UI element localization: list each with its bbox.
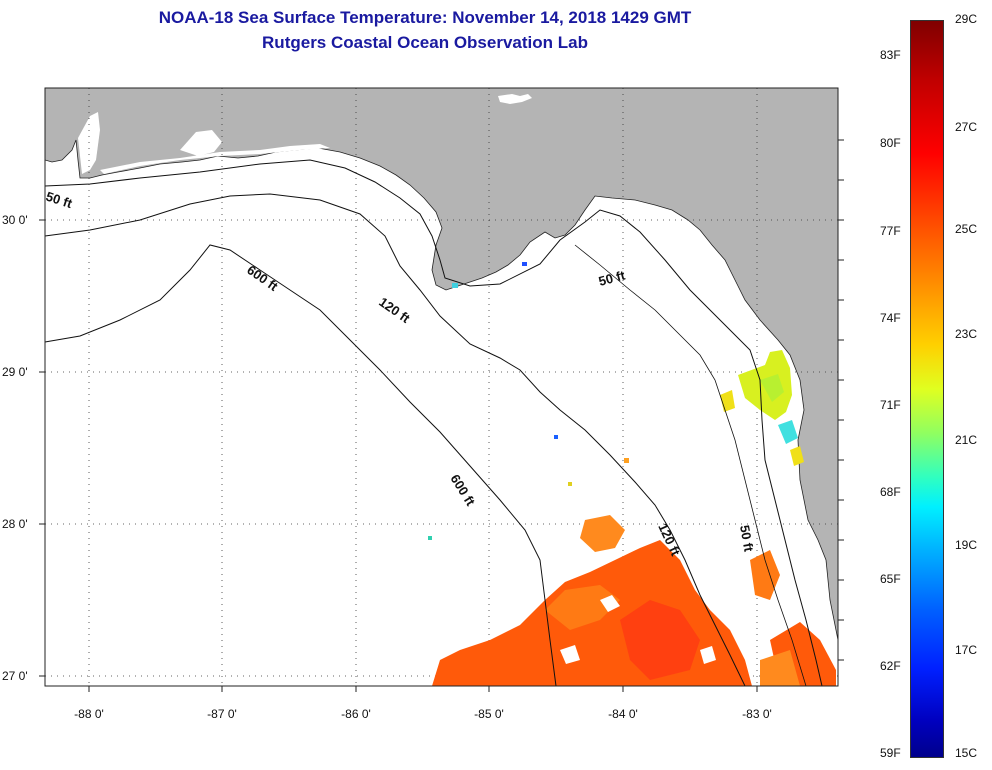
contour-coast-east <box>574 244 807 687</box>
sst-coastal-patch <box>428 262 804 540</box>
lon-label-87: -87 0' <box>207 707 237 721</box>
contour-label-50ft-south: 50 ft <box>737 524 757 554</box>
lat-label-27: 27 0' <box>2 669 28 683</box>
colorbar-c-27: 27C <box>955 120 978 134</box>
lon-label-84: -84 0' <box>608 707 638 721</box>
bay-inlet-2 <box>180 130 222 156</box>
lon-label-85: -85 0' <box>474 707 504 721</box>
lon-label-86: -86 0' <box>341 707 371 721</box>
colorbar-f-59: 59F <box>880 746 901 760</box>
contour-label-50ft-east: 50 ft <box>597 267 627 289</box>
temperature-colorbar <box>910 20 944 758</box>
colorbar-f-65: 65F <box>880 572 901 586</box>
lon-label-83: -83 0' <box>742 707 772 721</box>
land-mass <box>44 87 839 641</box>
lat-label-30: 30 0' <box>2 213 28 227</box>
colorbar-f-62: 62F <box>880 659 901 673</box>
colorbar-c-15: 15C <box>955 746 978 760</box>
inland-lake <box>498 94 532 104</box>
depth-contours <box>44 159 823 687</box>
colorbar-f-83: 83F <box>880 48 901 62</box>
colorbar-f-77: 77F <box>880 224 901 238</box>
contour-120ft <box>44 193 746 687</box>
contour-600ft <box>44 244 557 687</box>
lat-label-28: 28 0' <box>2 517 28 531</box>
sst-warm-region <box>432 515 836 686</box>
colorbar-c-21: 21C <box>955 433 978 447</box>
sst-map: 50 ft 600 ft 120 ft 50 ft 600 ft 120 ft … <box>2 87 844 721</box>
colorbar-c-25: 25C <box>955 222 978 236</box>
colorbar-f-74: 74F <box>880 311 901 325</box>
map-title: NOAA-18 Sea Surface Temperature: Novembe… <box>158 8 692 27</box>
colorbar-c-23: 23C <box>955 327 978 341</box>
tick-marks <box>39 139 844 692</box>
colorbar-f-80: 80F <box>880 136 901 150</box>
colorbar-f-68: 68F <box>880 485 901 499</box>
lat-label-29: 29 0' <box>2 365 28 379</box>
colorbar-c-17: 17C <box>955 643 978 657</box>
map-frame <box>44 87 839 687</box>
lon-label-88: -88 0' <box>74 707 104 721</box>
colorbar-c-19: 19C <box>955 538 978 552</box>
colorbar-c-29: 29C <box>955 12 978 26</box>
coastal-strip <box>100 144 330 174</box>
colorbar-f-71: 71F <box>880 398 901 412</box>
map-subtitle: Rutgers Coastal Ocean Observation Lab <box>262 33 588 52</box>
contour-50ft <box>44 159 823 687</box>
